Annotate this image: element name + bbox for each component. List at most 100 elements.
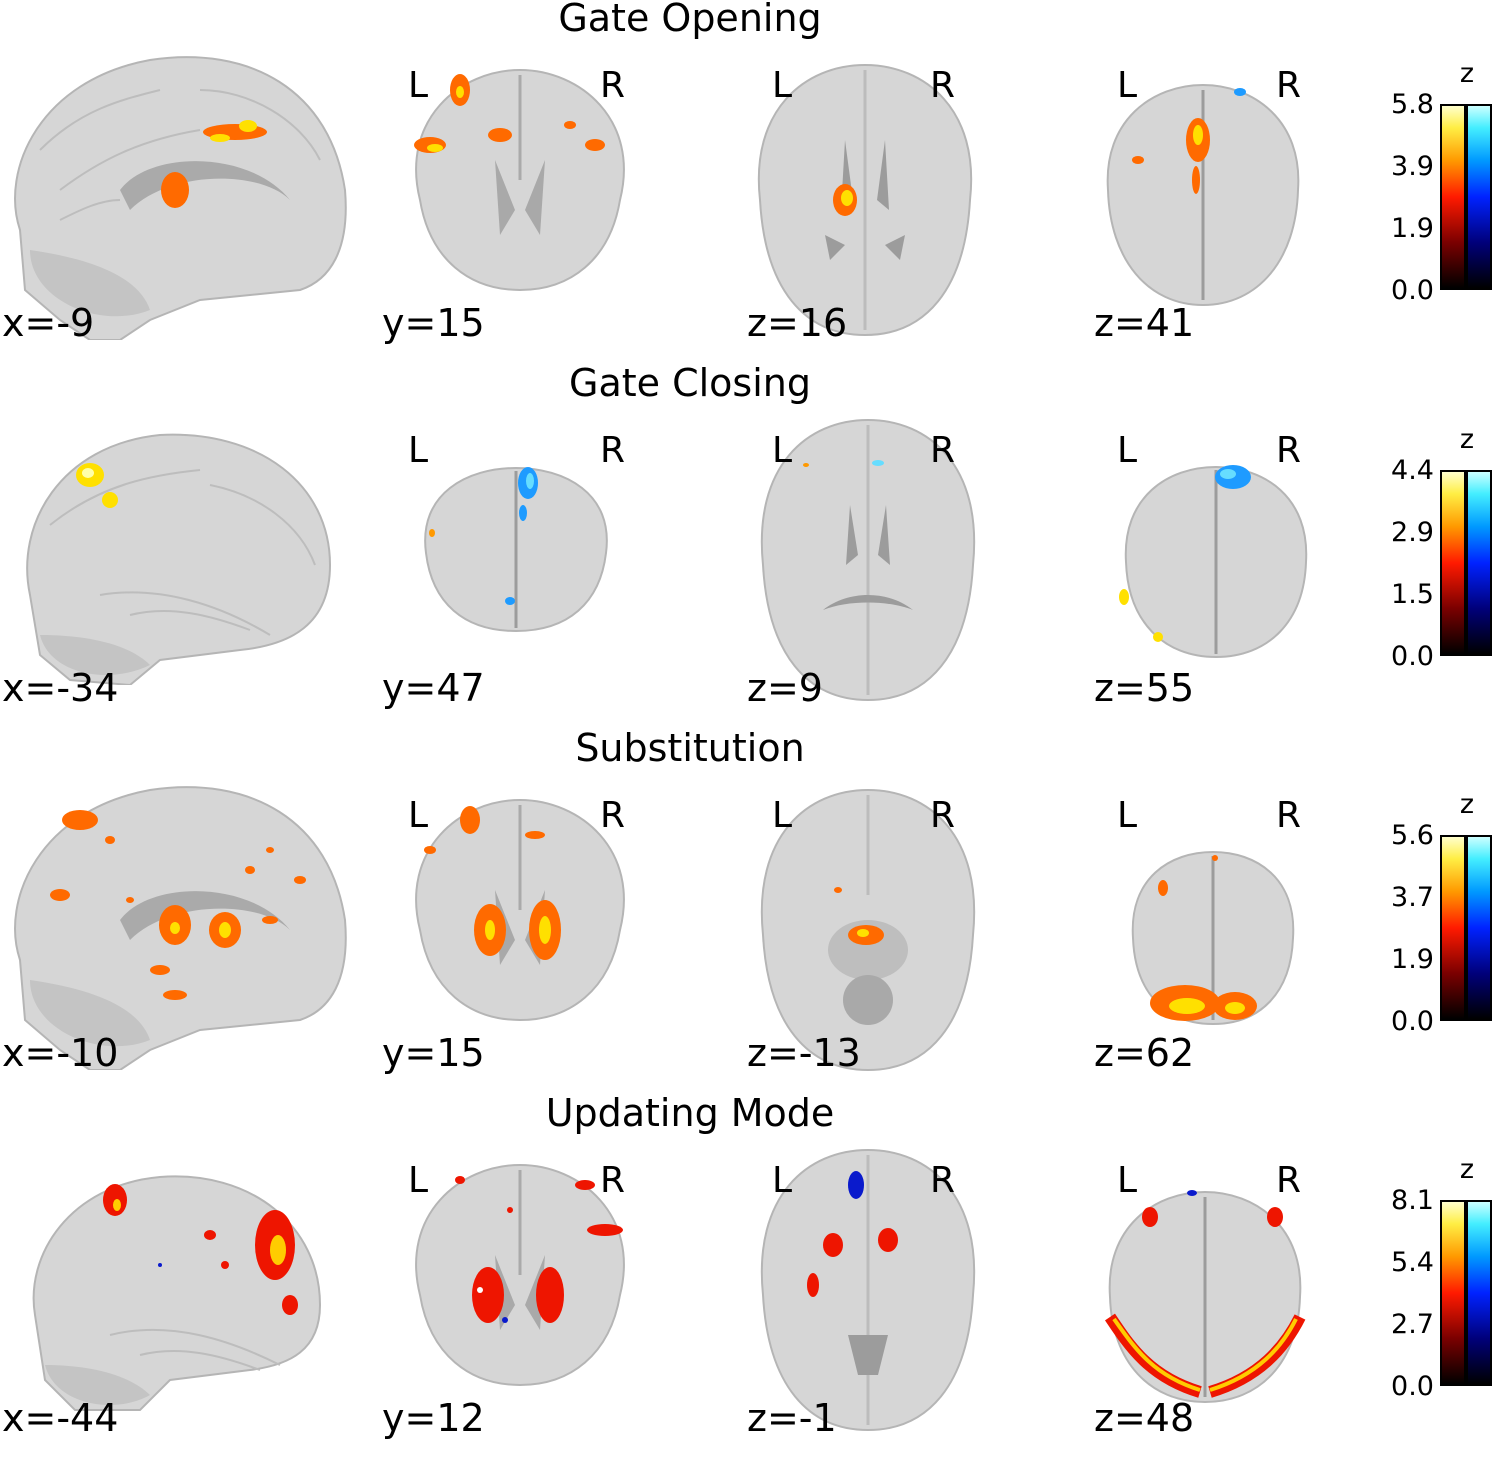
- coronal-slice: [418, 463, 614, 633]
- sagittal-brain-image: [14, 786, 347, 1070]
- axial-superior-slice: [1125, 848, 1301, 1028]
- slice-coordinate: z=9: [747, 666, 823, 710]
- colorbar-warm: [1440, 1200, 1466, 1386]
- left-label: L: [772, 1160, 793, 1201]
- colorbar-warm: [1440, 835, 1466, 1021]
- coronal-slice: [400, 790, 640, 1030]
- coronal-brain-image: [415, 798, 625, 1022]
- left-label: L: [408, 795, 429, 836]
- axial-superior-brain-image: [1105, 1190, 1306, 1404]
- left-label: L: [1117, 65, 1138, 106]
- colorbar-warm: [1440, 104, 1466, 290]
- colorbar-cool: [1466, 470, 1492, 656]
- right-label: R: [600, 430, 626, 471]
- right-label: R: [930, 65, 956, 106]
- colorbar-cool: [1466, 104, 1492, 290]
- slice-coordinate: z=48: [1094, 1396, 1195, 1440]
- colorbar-tick: 3.9: [1391, 151, 1434, 182]
- right-label: R: [600, 1160, 626, 1201]
- slice-coordinate: z=16: [747, 301, 848, 345]
- right-label: R: [1276, 795, 1302, 836]
- colorbar: z 8.1 5.4 2.7 0.0: [1340, 1156, 1500, 1460]
- axial-slice: [745, 60, 985, 340]
- coronal-slice: [400, 1155, 640, 1395]
- right-label: R: [1276, 65, 1302, 106]
- colorbar-tick: 4.4: [1391, 455, 1434, 486]
- sagittal-slice: [0, 50, 350, 340]
- colorbar-label: z: [1459, 789, 1475, 820]
- axial-superior-brain-image: [1131, 850, 1295, 1026]
- right-label: R: [600, 65, 626, 106]
- colorbar-tick: 0.0: [1391, 1371, 1434, 1402]
- left-label: L: [408, 65, 429, 106]
- colorbar-tick: 3.7: [1391, 882, 1434, 913]
- row-gate-closing: Gate Closing x=-34 L R y=47: [0, 361, 1500, 730]
- colorbar-label: z: [1459, 424, 1475, 455]
- colorbar-tick: 2.7: [1391, 1309, 1434, 1340]
- colorbar-tick: 1.9: [1391, 944, 1434, 975]
- axial-superior-brain-image: [1106, 83, 1300, 307]
- axial-slice: [748, 785, 988, 1075]
- row-title: Gate Closing: [569, 361, 811, 405]
- colorbar-tick: 2.9: [1391, 517, 1434, 548]
- slice-coordinate: y=15: [382, 1031, 485, 1075]
- colorbar: z 5.6 3.7 1.9 0.0: [1340, 791, 1500, 1095]
- slice-coordinate: x=-34: [2, 666, 119, 710]
- left-label: L: [408, 1160, 429, 1201]
- row-gate-opening: Gate Opening x=-9 L R y=15: [0, 0, 1500, 365]
- sagittal-brain-image: [26, 433, 332, 685]
- colorbar-tick: 5.4: [1391, 1247, 1434, 1278]
- colorbar: z 4.4 2.9 1.5 0.0: [1340, 426, 1500, 730]
- colorbar-tick: 1.9: [1391, 213, 1434, 244]
- colorbar-tick: 0.0: [1391, 1006, 1434, 1037]
- right-label: R: [1276, 430, 1302, 471]
- right-label: R: [930, 1160, 956, 1201]
- colorbar-tick: 0.0: [1391, 275, 1434, 306]
- axial-slice: [748, 1145, 988, 1435]
- coronal-brain-image: [414, 68, 625, 292]
- sagittal-slice: [20, 1165, 330, 1415]
- sagittal-brain-image: [14, 56, 347, 340]
- right-label: R: [600, 795, 626, 836]
- axial-superior-slice: [1100, 1187, 1310, 1407]
- right-label: R: [1276, 1160, 1302, 1201]
- slice-coordinate: z=41: [1094, 301, 1195, 345]
- colorbar-cool: [1466, 1200, 1492, 1386]
- row-updating-mode: Updating Mode x=-44 L R y=12: [0, 1091, 1500, 1460]
- slice-coordinate: z=55: [1094, 666, 1195, 710]
- slice-coordinate: y=15: [382, 301, 485, 345]
- sagittal-slice: [10, 425, 340, 685]
- axial-slice: [748, 415, 988, 705]
- left-label: L: [1117, 430, 1138, 471]
- colorbar-label: z: [1459, 58, 1475, 89]
- slice-coordinate: z=-13: [747, 1031, 861, 1075]
- slice-coordinate: x=-10: [2, 1031, 119, 1075]
- axial-brain-image: [760, 788, 976, 1072]
- colorbar-tick: 0.0: [1391, 641, 1434, 672]
- axial-superior-brain-image: [1119, 465, 1308, 659]
- axial-brain-image: [760, 1148, 976, 1432]
- left-label: L: [772, 795, 793, 836]
- colorbar-tick: 1.5: [1391, 579, 1434, 610]
- row-title: Updating Mode: [545, 1091, 835, 1135]
- slice-coordinate: y=12: [382, 1396, 485, 1440]
- colorbar-cool: [1466, 835, 1492, 1021]
- slice-coordinate: z=62: [1094, 1031, 1195, 1075]
- colorbar-warm: [1440, 470, 1466, 656]
- row-title: Substitution: [575, 726, 805, 770]
- slice-coordinate: y=47: [382, 666, 485, 710]
- coronal-brain-image: [424, 466, 608, 633]
- left-label: L: [772, 65, 793, 106]
- left-label: L: [1117, 1160, 1138, 1201]
- axial-brain-image: [760, 418, 976, 702]
- axial-superior-slice: [1098, 80, 1308, 310]
- left-label: L: [408, 430, 429, 471]
- left-label: L: [1117, 795, 1138, 836]
- slice-coordinate: x=-44: [2, 1396, 119, 1440]
- colorbar-label: z: [1459, 1154, 1475, 1185]
- slice-coordinate: x=-9: [2, 301, 95, 345]
- axial-brain-image: [757, 63, 973, 337]
- row-title: Gate Opening: [558, 0, 822, 40]
- colorbar-tick: 5.8: [1391, 89, 1434, 120]
- sagittal-slice: [0, 780, 350, 1070]
